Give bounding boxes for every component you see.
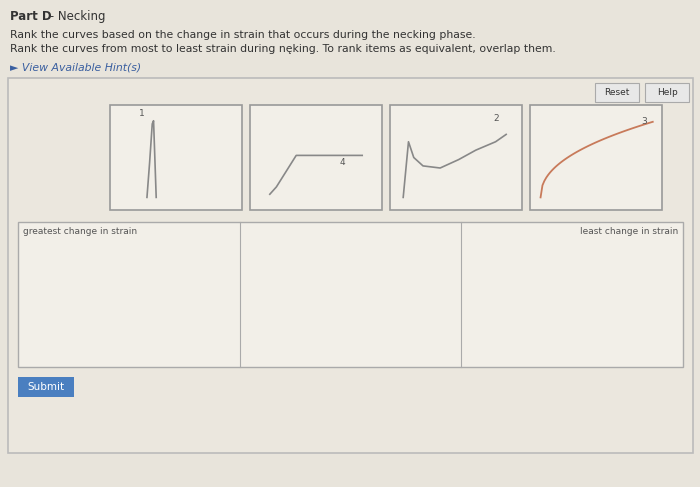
FancyBboxPatch shape [595,83,639,102]
Text: ► View Available Hint(s): ► View Available Hint(s) [10,62,141,72]
FancyBboxPatch shape [8,78,693,453]
FancyBboxPatch shape [390,105,522,210]
Text: - Necking: - Necking [46,10,106,23]
Text: Submit: Submit [27,382,64,392]
Text: 3: 3 [641,117,647,126]
Text: 2: 2 [493,114,498,123]
FancyBboxPatch shape [18,377,74,397]
Text: Help: Help [657,88,678,97]
FancyBboxPatch shape [645,83,689,102]
FancyBboxPatch shape [250,105,382,210]
FancyBboxPatch shape [18,222,683,367]
Text: Part D: Part D [10,10,52,23]
Text: Reset: Reset [604,88,630,97]
FancyBboxPatch shape [110,105,242,210]
Text: Rank the curves based on the change in strain that occurs during the necking pha: Rank the curves based on the change in s… [10,30,475,40]
Text: 4: 4 [340,158,345,167]
Text: least change in strain: least change in strain [580,227,678,236]
FancyBboxPatch shape [530,105,662,210]
Text: greatest change in strain: greatest change in strain [23,227,137,236]
Text: Rank the curves from most to least strain during nęking. To rank items as equiv: Rank the curves from most to least strai… [10,44,556,54]
Text: 1: 1 [139,109,145,117]
